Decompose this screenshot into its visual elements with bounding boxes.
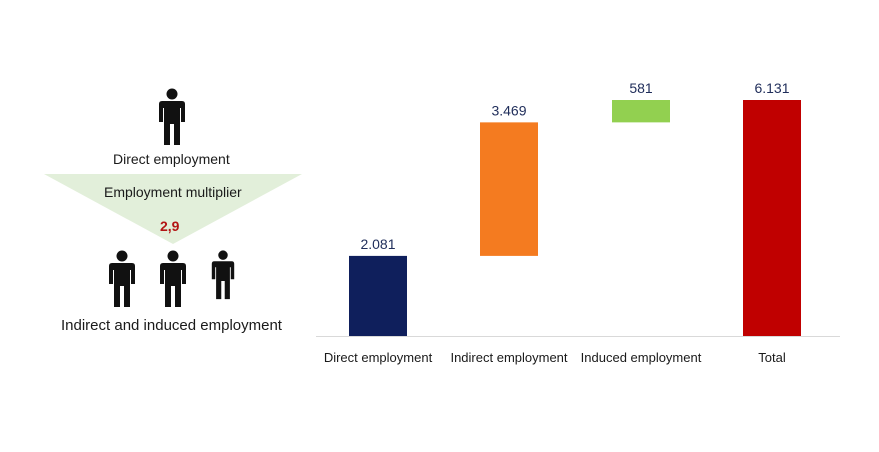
category-label: Total — [758, 350, 786, 365]
data-label: 3.469 — [491, 102, 526, 118]
bar-total — [743, 100, 801, 336]
multiplier-triangle — [44, 174, 302, 244]
category-label: Direct employment — [324, 350, 433, 365]
person-icon — [109, 250, 135, 307]
person-icon — [211, 250, 235, 300]
employment-multiplier-value: 2,9 — [160, 218, 180, 234]
category-label: Indirect employment — [450, 350, 567, 365]
indirect-induced-employment-label: Indirect and induced employment — [61, 317, 282, 334]
person-icon — [160, 250, 186, 307]
employment-multiplier-label: Employment multiplier — [104, 184, 242, 200]
employment-multiplier-infographic: Direct employment Employment multiplier … — [0, 0, 340, 452]
employment-waterfall-chart: 2.081 3.469 581 6.131 Direct employment Indi… — [316, 80, 840, 365]
data-label: 581 — [629, 80, 653, 96]
data-label: 2.081 — [360, 236, 395, 252]
bar-direct-employment — [349, 255, 407, 336]
direct-employment-label: Direct employment — [113, 151, 230, 167]
bar-induced-employment — [612, 100, 670, 123]
data-label: 6.131 — [754, 80, 789, 96]
person-icon — [159, 88, 185, 145]
category-label: Induced employment — [581, 350, 702, 365]
bar-indirect-employment — [480, 122, 538, 256]
